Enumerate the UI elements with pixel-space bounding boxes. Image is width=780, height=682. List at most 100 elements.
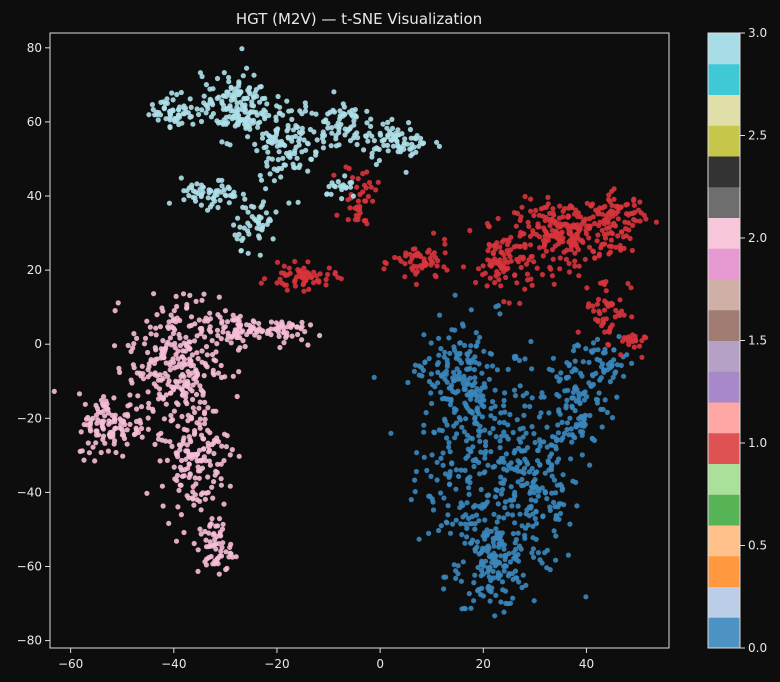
data-point — [527, 233, 534, 239]
data-point — [259, 135, 266, 141]
data-point — [434, 477, 440, 483]
data-point — [342, 173, 348, 179]
data-point — [194, 333, 200, 339]
data-point — [292, 277, 298, 283]
data-point — [157, 112, 164, 118]
data-point — [221, 70, 227, 76]
data-point — [451, 344, 457, 350]
data-point — [498, 553, 504, 559]
data-point — [522, 403, 528, 409]
data-point — [398, 258, 404, 264]
data-point — [201, 291, 207, 297]
data-point — [436, 527, 442, 534]
data-point — [636, 207, 642, 213]
data-point — [412, 489, 418, 495]
data-point — [184, 448, 190, 454]
data-point — [203, 458, 209, 464]
data-point — [178, 175, 184, 181]
data-point — [533, 231, 540, 238]
data-point — [494, 519, 500, 525]
data-point — [462, 467, 468, 473]
data-point — [421, 422, 427, 428]
x-tick-label: 20 — [476, 657, 491, 671]
data-point — [550, 206, 556, 212]
data-point — [420, 141, 426, 147]
data-point — [541, 439, 547, 445]
data-point — [134, 370, 140, 376]
data-point — [256, 320, 262, 327]
data-point — [256, 334, 262, 340]
data-point — [115, 300, 121, 306]
y-tick-label: 80 — [27, 41, 42, 55]
data-point — [201, 421, 208, 427]
data-point — [528, 503, 534, 509]
data-point — [472, 414, 478, 420]
data-point — [550, 355, 557, 361]
data-point — [458, 521, 464, 527]
data-point — [90, 444, 96, 450]
data-point — [464, 534, 470, 540]
data-point — [209, 484, 215, 490]
data-point — [485, 248, 491, 254]
data-point — [215, 332, 221, 339]
data-point — [347, 205, 353, 211]
data-point — [444, 267, 450, 273]
data-point — [353, 212, 359, 218]
data-point — [536, 224, 542, 230]
data-point — [524, 271, 531, 277]
data-point — [175, 356, 181, 362]
data-point — [530, 546, 537, 552]
data-point — [205, 405, 211, 411]
data-point — [486, 583, 492, 590]
data-point — [517, 511, 523, 517]
data-point — [416, 363, 422, 369]
data-point — [281, 340, 287, 346]
data-point — [215, 312, 221, 318]
data-point — [475, 408, 481, 414]
data-point — [385, 134, 391, 140]
data-point — [502, 409, 508, 415]
data-point — [560, 435, 566, 441]
data-point — [281, 263, 287, 269]
data-point — [629, 332, 636, 338]
data-point — [235, 215, 241, 221]
colorbar-tick-label: 2.5 — [748, 129, 767, 143]
data-point — [606, 328, 612, 334]
data-point — [537, 462, 543, 468]
data-point — [577, 370, 584, 376]
data-point — [499, 579, 506, 585]
data-point — [613, 244, 619, 250]
data-point — [254, 112, 260, 118]
colorbar-segment — [708, 463, 740, 495]
data-point — [480, 501, 486, 507]
data-point — [194, 371, 200, 377]
data-point — [572, 384, 579, 390]
data-point — [265, 138, 272, 145]
data-point — [495, 215, 501, 222]
data-point — [385, 148, 391, 154]
data-point — [234, 393, 240, 400]
data-point — [580, 359, 586, 365]
data-point — [501, 546, 507, 552]
data-point — [442, 416, 448, 422]
data-point — [51, 388, 57, 394]
data-point — [79, 448, 85, 454]
data-point — [423, 410, 429, 416]
data-point — [438, 389, 444, 395]
data-point — [475, 266, 482, 272]
data-point — [265, 328, 271, 334]
data-point — [581, 423, 587, 429]
data-point — [161, 105, 167, 111]
data-point — [180, 291, 187, 297]
data-point — [258, 84, 264, 90]
data-point — [192, 375, 198, 381]
data-point — [561, 430, 568, 437]
data-point — [396, 132, 402, 138]
data-point — [288, 108, 295, 114]
data-point — [466, 485, 472, 491]
data-point — [438, 455, 444, 461]
data-point — [177, 104, 183, 110]
data-point — [229, 447, 235, 453]
data-point — [189, 455, 195, 461]
data-point — [174, 477, 180, 484]
